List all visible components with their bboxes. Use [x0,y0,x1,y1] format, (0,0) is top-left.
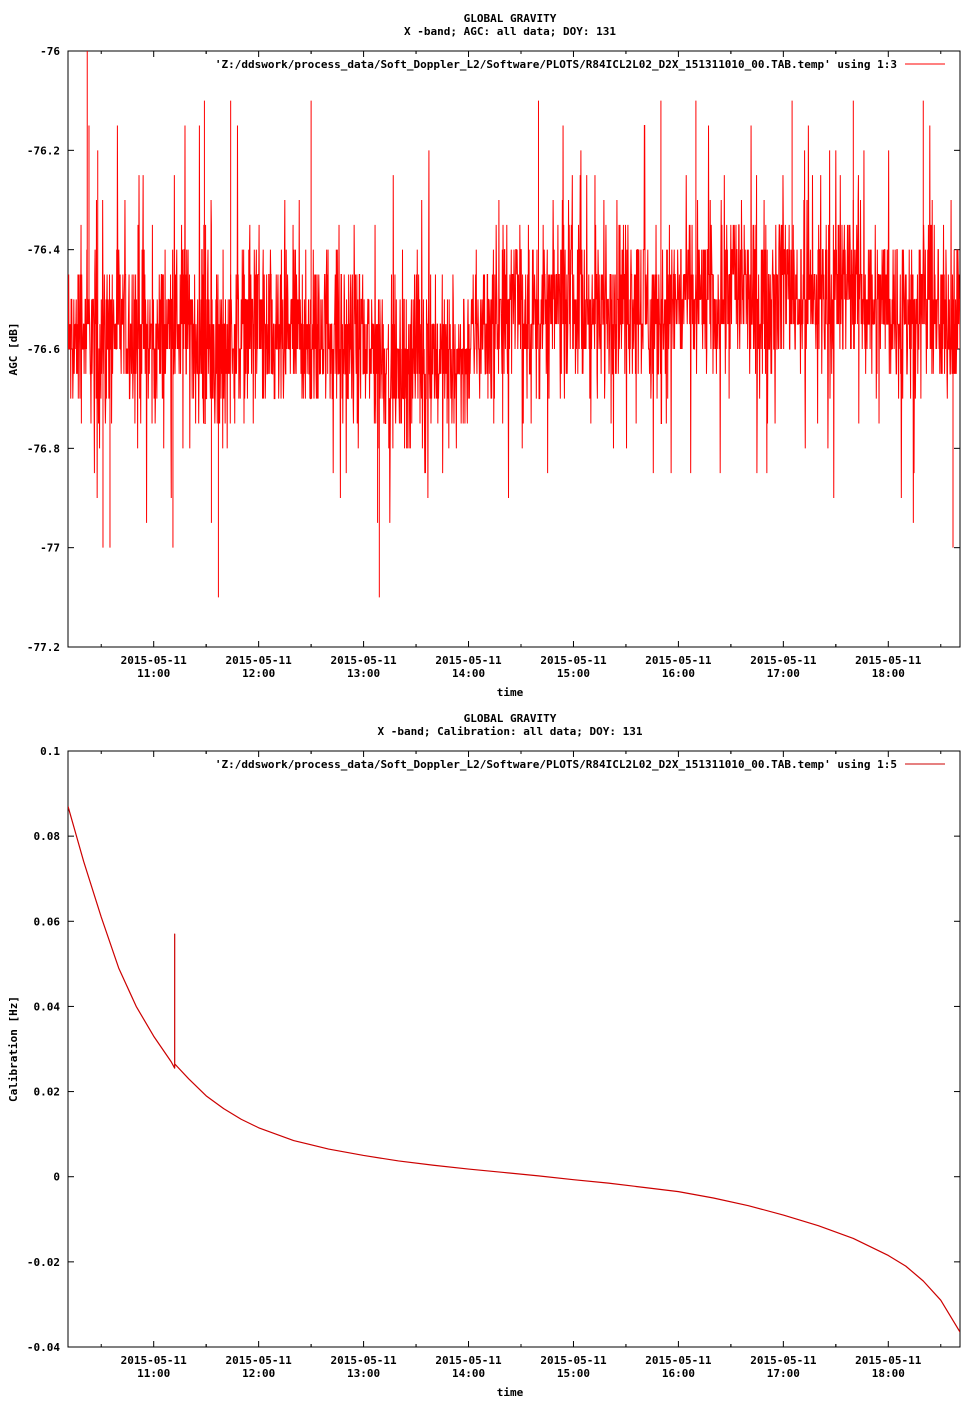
x-tick-label-date: 2015-05-11 [330,654,397,667]
chart-subtitle: X -band; AGC: all data; DOY: 131 [404,25,616,38]
x-tick-label-time: 16:00 [662,1367,695,1380]
y-tick-label: 0.04 [34,1000,61,1013]
chart-title: GLOBAL GRAVITY [464,12,557,25]
y-tick-label: 0.1 [40,745,60,758]
chart-subtitle: X -band; Calibration: all data; DOY: 131 [378,725,643,738]
x-tick-label-time: 15:00 [557,667,590,680]
y-tick-label: -77.2 [27,641,60,654]
chart-title: GLOBAL GRAVITY [464,712,557,725]
x-axis-label: time [497,686,524,699]
x-tick-label-date: 2015-05-11 [855,654,922,667]
x-tick-label-date: 2015-05-11 [750,1354,817,1367]
x-tick-label-time: 18:00 [872,1367,905,1380]
x-axis-label: time [497,1386,524,1399]
x-tick-label-time: 17:00 [767,1367,800,1380]
y-tick-label: 0 [53,1171,60,1184]
x-tick-label-date: 2015-05-11 [645,654,712,667]
y-tick-label: -76.6 [27,343,60,356]
y-tick-label: 0.06 [34,915,61,928]
legend: 'Z:/ddswork/process_data/Soft_Doppler_L2… [215,758,945,771]
x-tick-label-date: 2015-05-11 [226,1354,293,1367]
y-tick-label: -0.04 [27,1341,60,1354]
legend-label: 'Z:/ddswork/process_data/Soft_Doppler_L2… [215,758,897,771]
y-axis-label: Calibration [Hz] [7,996,20,1102]
x-tick-label-date: 2015-05-11 [330,1354,397,1367]
y-tick-label: 0.02 [34,1086,61,1099]
x-tick-label-date: 2015-05-11 [226,654,293,667]
y-tick-label: -0.02 [27,1256,60,1269]
x-tick-label-time: 14:00 [452,1367,485,1380]
x-tick-label-time: 15:00 [557,1367,590,1380]
x-tick-label-time: 12:00 [242,667,275,680]
plot-frame [67,750,961,1348]
x-tick-label-time: 16:00 [662,667,695,680]
series-line-agc [68,125,960,523]
x-tick-label-date: 2015-05-11 [435,1354,502,1367]
x-tick-label-date: 2015-05-11 [750,654,817,667]
x-tick-label-time: 13:00 [347,1367,380,1380]
x-tick-label-date: 2015-05-11 [540,654,607,667]
x-tick-label-date: 2015-05-11 [121,1354,188,1367]
y-axis-label: AGC [dB] [7,323,20,376]
x-tick-label-time: 13:00 [347,667,380,680]
x-tick-label-date: 2015-05-11 [435,654,502,667]
x-tick-label-time: 17:00 [767,667,800,680]
x-tick-label-time: 11:00 [137,667,170,680]
y-tick-label: -76.8 [27,442,60,455]
legend-label: 'Z:/ddswork/process_data/Soft_Doppler_L2… [215,58,897,71]
x-tick-label-date: 2015-05-11 [645,1354,712,1367]
x-tick-label-date: 2015-05-11 [540,1354,607,1367]
y-tick-label: -76.2 [27,144,60,157]
y-tick-label: -77 [40,542,60,555]
x-tick-label-time: 18:00 [872,667,905,680]
series-line-calibration [68,806,960,1333]
legend: 'Z:/ddswork/process_data/Soft_Doppler_L2… [215,58,945,71]
x-tick-label-time: 11:00 [137,1367,170,1380]
y-tick-label: -76.4 [27,244,60,257]
x-tick-label-time: 12:00 [242,1367,275,1380]
x-tick-label-date: 2015-05-11 [855,1354,922,1367]
x-tick-label-date: 2015-05-11 [121,654,188,667]
x-tick-label-time: 14:00 [452,667,485,680]
y-tick-label: 0.08 [34,830,61,843]
y-tick-label: -76 [40,45,60,58]
